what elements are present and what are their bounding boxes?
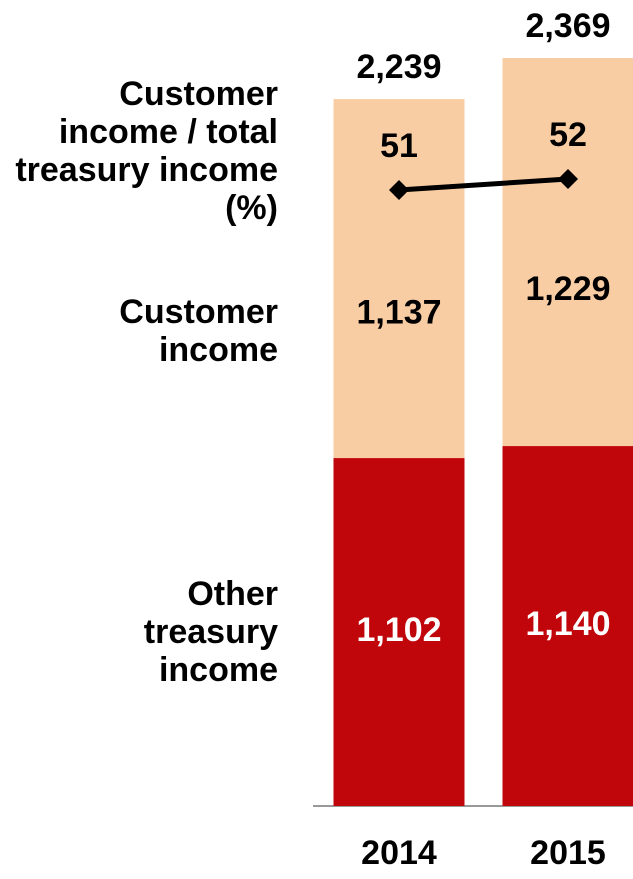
total-label: 2,239 xyxy=(356,48,441,86)
line-marker xyxy=(389,180,409,200)
total-label: 2,369 xyxy=(525,7,610,45)
value-label: 1,137 xyxy=(356,293,441,331)
value-label: 1,229 xyxy=(525,270,610,308)
value-label: 1,140 xyxy=(525,605,610,643)
bar-segment xyxy=(502,446,633,806)
line-value-label: 51 xyxy=(380,127,418,165)
x-tick-label: 2014 xyxy=(361,834,437,872)
bar-segment xyxy=(502,58,633,447)
series-label: Customer income / total treasury income … xyxy=(15,75,278,227)
value-label: 1,102 xyxy=(356,611,441,649)
x-tick-label: 2015 xyxy=(530,834,606,872)
bar-segment xyxy=(333,99,465,459)
bar-segment xyxy=(333,458,465,806)
line-value-label: 52 xyxy=(549,116,587,154)
series-label: Customer income xyxy=(119,293,278,369)
line-marker xyxy=(558,169,578,189)
line xyxy=(398,176,569,193)
series-label: Other treasury income xyxy=(143,575,278,689)
